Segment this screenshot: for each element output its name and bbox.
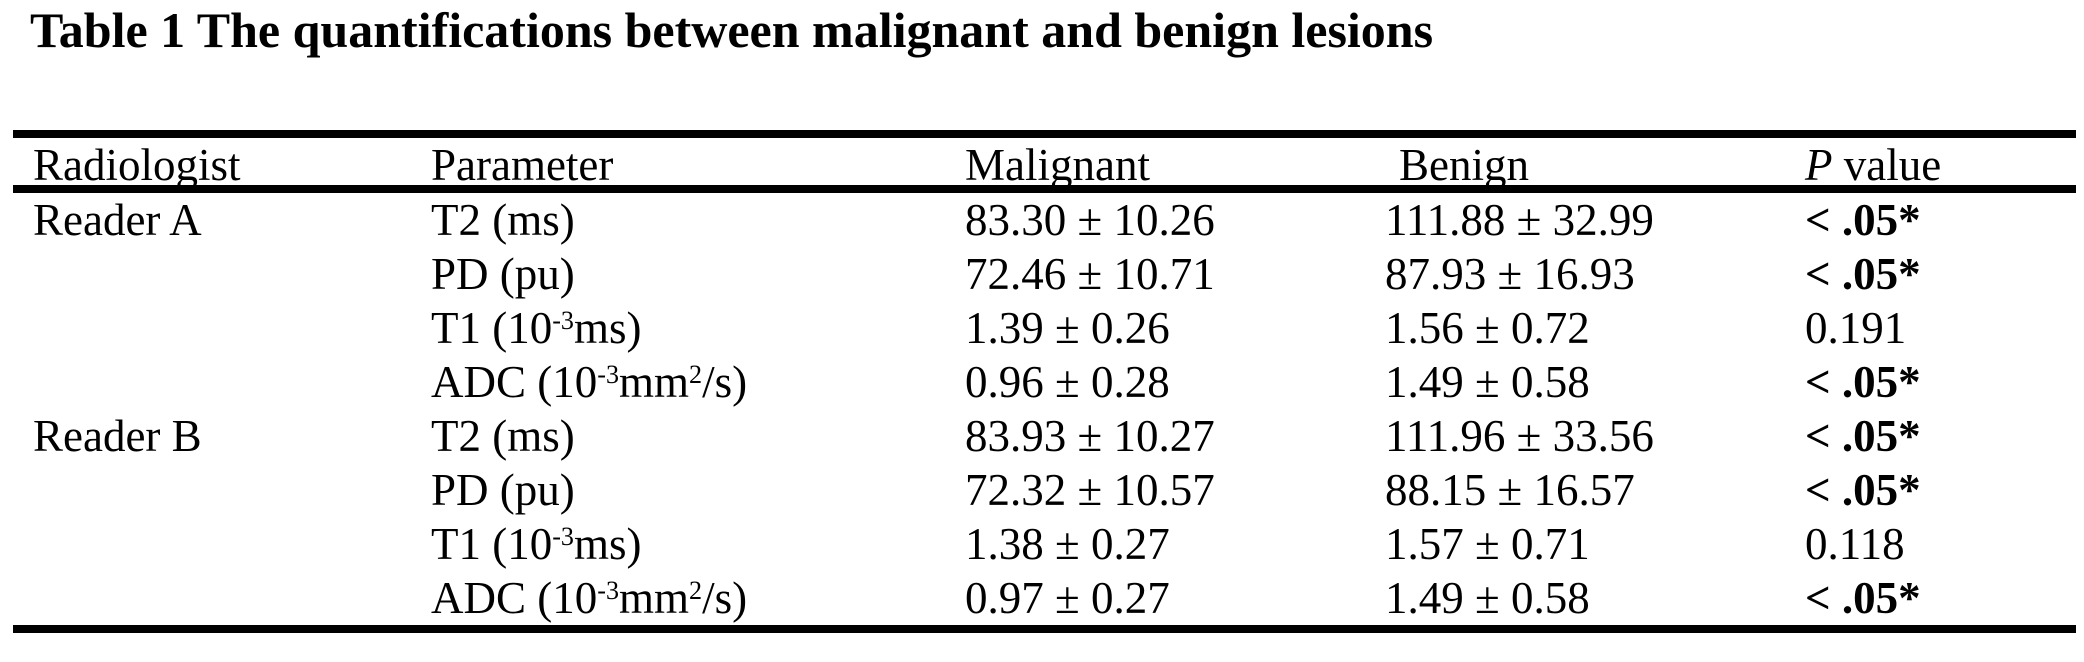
benign-cell: 111.88 ± 32.99: [1385, 195, 1654, 245]
radiologist-cell: [33, 247, 431, 301]
benign-cell: 1.49 ± 0.58: [1385, 573, 1590, 623]
radiologist-cell: [33, 463, 431, 517]
p-value-cell: < .05*: [1805, 465, 1921, 515]
malignant-cell: 1.38 ± 0.27: [965, 519, 1170, 569]
benign-cell: 1.56 ± 0.72: [1385, 303, 1590, 353]
table-row: T1 (10-3ms) 1.38 ± 0.27 1.57 ± 0.71 0.11…: [13, 517, 2076, 571]
malignant-cell: 0.97 ± 0.27: [965, 573, 1170, 623]
parameter-cell: PD (pu): [431, 249, 575, 299]
benign-cell: 111.96 ± 33.56: [1385, 411, 1654, 461]
p-value-cell: < .05*: [1805, 249, 1921, 299]
radiologist-cell: [33, 571, 431, 625]
benign-cell: 87.93 ± 16.93: [1385, 249, 1635, 299]
malignant-cell: 1.39 ± 0.26: [965, 303, 1170, 353]
benign-cell: 88.15 ± 16.57: [1385, 465, 1635, 515]
benign-cell: 1.57 ± 0.71: [1385, 519, 1590, 569]
table-row: T1 (10-3ms) 1.39 ± 0.26 1.56 ± 0.72 0.19…: [13, 301, 2076, 355]
radiologist-cell: [33, 301, 431, 355]
results-table: Radiologist Parameter Malignant Benign P val…: [13, 130, 2076, 633]
p-value-cell: 0.191: [1805, 303, 1907, 353]
malignant-cell: 72.46 ± 10.71: [965, 249, 1215, 299]
malignant-cell: 83.30 ± 10.26: [965, 195, 1215, 245]
p-value-cell: < .05*: [1805, 573, 1921, 623]
p-value-cell: < .05*: [1805, 411, 1921, 461]
p-value-cell: 0.118: [1805, 519, 1905, 569]
p-value-cell: < .05*: [1805, 357, 1921, 407]
parameter-cell: T1 (10-3ms): [431, 303, 642, 353]
malignant-cell: 83.93 ± 10.27: [965, 411, 1215, 461]
column-header: P value: [1805, 140, 1942, 190]
table-row: PD (pu) 72.46 ± 10.71 87.93 ± 16.93 < .0…: [13, 247, 2076, 301]
parameter-cell: PD (pu): [431, 465, 575, 515]
table-header-row: Radiologist Parameter Malignant Benign P val…: [13, 138, 2076, 193]
table-row: ADC (10-3mm2/s) 0.96 ± 0.28 1.49 ± 0.58 …: [13, 355, 2076, 409]
p-value-cell: < .05*: [1805, 195, 1921, 245]
table-row: ADC (10-3mm2/s) 0.97 ± 0.27 1.49 ± 0.58 …: [13, 571, 2076, 625]
benign-cell: 1.49 ± 0.58: [1385, 357, 1590, 407]
column-header: Radiologist: [33, 140, 241, 190]
table-row: PD (pu) 72.32 ± 10.57 88.15 ± 16.57 < .0…: [13, 463, 2076, 517]
parameter-cell: T2 (ms): [431, 195, 575, 245]
radiologist-cell: Reader A: [33, 195, 202, 245]
column-header: Parameter: [431, 140, 614, 190]
parameter-cell: T1 (10-3ms): [431, 519, 642, 569]
table-row: Reader B T2 (ms) 83.93 ± 10.27 111.96 ± …: [13, 409, 2076, 463]
radiologist-cell: [33, 517, 431, 571]
table-caption: Table 1 The quantifications between mali…: [30, 2, 1434, 58]
column-header: Malignant: [965, 140, 1150, 190]
malignant-cell: 72.32 ± 10.57: [965, 465, 1215, 515]
parameter-cell: T2 (ms): [431, 411, 575, 461]
radiologist-cell: [33, 355, 431, 409]
table-row: Reader A T2 (ms) 83.30 ± 10.26 111.88 ± …: [13, 193, 2076, 247]
parameter-cell: ADC (10-3mm2/s): [431, 573, 748, 623]
malignant-cell: 0.96 ± 0.28: [965, 357, 1170, 407]
parameter-cell: ADC (10-3mm2/s): [431, 357, 748, 407]
radiologist-cell: Reader B: [33, 411, 202, 461]
column-header: Benign: [1399, 140, 1529, 190]
table-body: Reader A T2 (ms) 83.30 ± 10.26 111.88 ± …: [13, 193, 2076, 625]
